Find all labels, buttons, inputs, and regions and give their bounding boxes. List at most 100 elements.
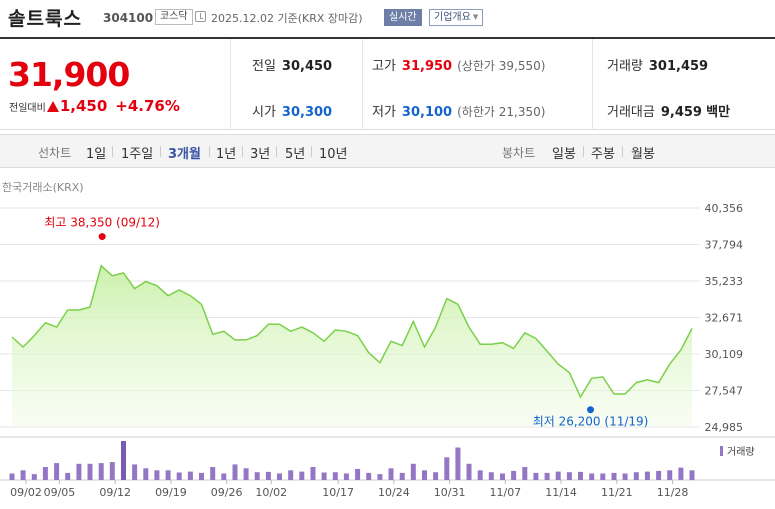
separator xyxy=(160,146,161,157)
volume-bar xyxy=(54,463,60,480)
high-label: 고가 xyxy=(372,59,396,74)
market-badge: 코스닥 xyxy=(155,9,193,25)
price-chart[interactable]: 40,356 37,794 35,233 32,671 30,109 27,547 24,9… xyxy=(0,195,775,509)
volume-bar xyxy=(422,470,427,481)
open-label: 시가 xyxy=(252,105,276,120)
line-chart-label: 선차트 xyxy=(38,146,72,160)
y-axis-ticks: 40,356 37,794 35,233 32,671 30,109 27,547 24,9… xyxy=(705,202,744,434)
volume-bar xyxy=(132,464,138,480)
volume-bar xyxy=(488,472,494,480)
up-triangle-icon xyxy=(46,101,59,112)
price-area xyxy=(12,265,692,427)
volume-bar xyxy=(522,467,528,480)
x-tick-label: 09/26 xyxy=(211,486,243,499)
change-percent: +4.76% xyxy=(115,97,180,115)
x-tick-label: 11/28 xyxy=(657,486,689,499)
x-tick-label: 10/24 xyxy=(378,486,410,499)
volume-bar xyxy=(154,470,160,481)
high-cell: 고가 31,950 (상한가 39,550) xyxy=(372,55,545,74)
x-tick-label: 10/02 xyxy=(255,486,287,499)
max-label: 최고 38,350 (09/12) xyxy=(44,216,160,230)
current-price-panel: 31,900 전일대비 1,450 +4.76% xyxy=(0,39,231,130)
volume-legend-label: 거래량 xyxy=(727,446,755,458)
period-1y[interactable]: 1년 xyxy=(216,147,237,162)
volume-bar xyxy=(533,472,539,481)
realtime-button[interactable]: 실시간 xyxy=(384,9,422,26)
volume-bar xyxy=(444,457,450,481)
volume-bar xyxy=(210,467,216,480)
separator xyxy=(112,146,113,157)
period-3y[interactable]: 3년 xyxy=(250,147,271,162)
max-marker xyxy=(98,233,106,241)
divider xyxy=(362,39,363,130)
volume-bar xyxy=(366,472,372,481)
y-tick-label: 30,109 xyxy=(705,348,744,361)
period-1d[interactable]: 1일 xyxy=(86,147,107,162)
upper-limit: (상한가 39,550) xyxy=(457,59,545,73)
volume-bar xyxy=(589,473,595,480)
separator xyxy=(583,146,584,157)
separator xyxy=(276,146,277,157)
volume-bar xyxy=(121,441,126,480)
separator xyxy=(311,146,312,157)
volume-bar xyxy=(511,470,517,480)
period-5y[interactable]: 5년 xyxy=(285,147,306,162)
volume-bar xyxy=(667,470,673,481)
volume-bar xyxy=(622,473,628,480)
y-tick-label: 37,794 xyxy=(705,239,744,252)
volume-bar xyxy=(310,467,316,480)
x-tick-label: 10/17 xyxy=(322,486,354,499)
lower-limit: (하한가 21,350) xyxy=(457,105,545,119)
candle-monthly[interactable]: 월봉 xyxy=(631,147,655,162)
min-label: 최저 26,200 (11/19) xyxy=(533,415,649,429)
y-tick-label: 24,985 xyxy=(705,421,744,434)
lower-limit-value: 21,350) xyxy=(498,105,546,119)
volume-bar xyxy=(321,472,327,480)
candle-daily[interactable]: 일봉 xyxy=(552,147,576,162)
volume-bar xyxy=(611,472,617,481)
volume-bar xyxy=(500,473,505,480)
stock-header: 솔트룩스 304100 코스닥 2025.12.02 기준(KRX 장마감) 실… xyxy=(0,0,775,36)
annotations: 최고 38,350 (09/12) 최저 26,200 (11/19) xyxy=(44,216,648,429)
volume-bar xyxy=(65,472,71,481)
volume-bar xyxy=(455,447,461,480)
company-overview-button[interactable]: 기업개요 ▼ xyxy=(429,9,484,26)
stock-name: 솔트룩스 xyxy=(8,8,82,30)
divider xyxy=(592,39,593,130)
volume-bar xyxy=(600,473,606,480)
change-value: 1,450 xyxy=(59,97,108,115)
volume-bar xyxy=(9,473,15,480)
period-10y[interactable]: 10년 xyxy=(319,147,348,162)
volume-bar xyxy=(377,474,383,480)
volume-bar xyxy=(678,467,684,480)
company-overview-label: 기업개요 xyxy=(434,12,471,23)
y-tick-label: 35,233 xyxy=(705,275,744,288)
volume-bar xyxy=(277,473,282,480)
x-tick-label: 09/12 xyxy=(99,486,131,499)
price-line xyxy=(11,264,693,399)
candle-weekly[interactable]: 주봉 xyxy=(591,147,615,162)
x-tick-label: 09/02 xyxy=(10,486,42,499)
volume-bar xyxy=(221,473,227,480)
volume-legend-swatch xyxy=(720,446,723,456)
separator xyxy=(209,146,210,157)
change-label: 전일대비 xyxy=(9,103,46,114)
period-1w[interactable]: 1주일 xyxy=(121,147,154,162)
prev-close-value: 30,450 xyxy=(281,59,333,74)
x-tick-label: 10/31 xyxy=(434,486,466,499)
volume-bar xyxy=(555,471,561,480)
upper-limit-label: (상한가 xyxy=(457,59,495,73)
x-tick-label: 11/07 xyxy=(489,486,521,499)
separator xyxy=(242,146,243,157)
volume-bar xyxy=(544,472,550,481)
volume-bar xyxy=(388,468,394,480)
low-value: 30,100 xyxy=(401,105,453,120)
high-value: 31,950 xyxy=(401,59,453,74)
period-3m[interactable]: 3개월 xyxy=(168,147,201,162)
turnover-value: 9,459 xyxy=(660,105,702,120)
volume-bar xyxy=(343,473,349,480)
volume-bar xyxy=(288,470,294,481)
volume-bar xyxy=(265,471,271,480)
x-tick-label: 11/14 xyxy=(545,486,577,499)
open-value: 30,300 xyxy=(281,105,333,120)
